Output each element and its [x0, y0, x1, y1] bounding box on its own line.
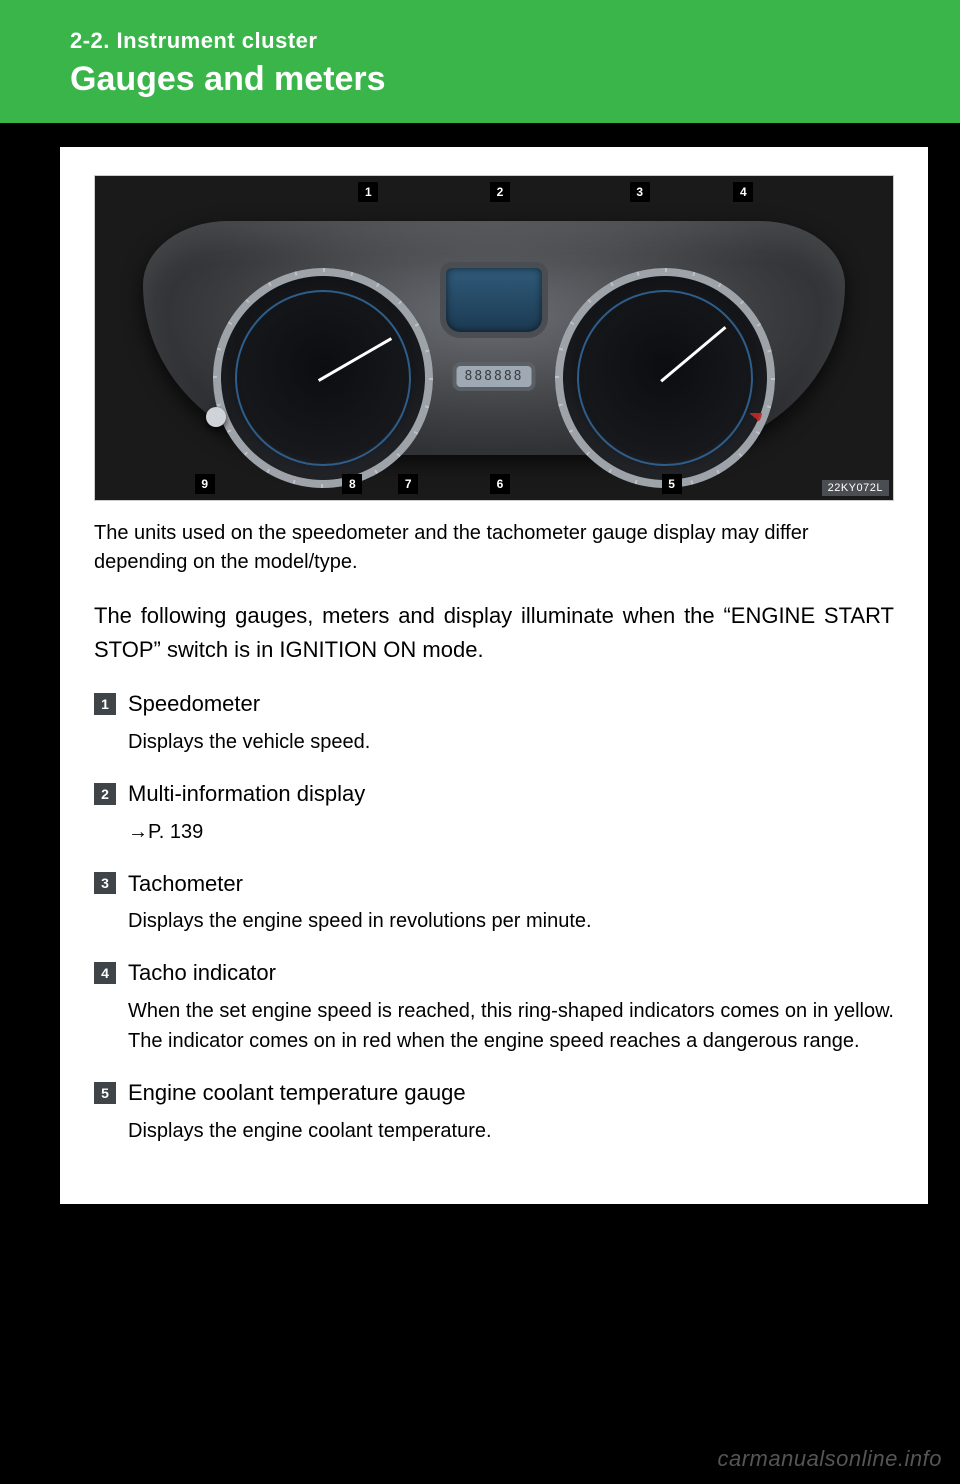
- callout-9: 9: [195, 472, 215, 494]
- callout-1: 1: [358, 182, 378, 204]
- callout-tag: 4: [733, 182, 753, 202]
- multi-info-display-screen: [446, 268, 542, 332]
- item-title: Multi-information display: [128, 779, 365, 809]
- callout-2: 2: [490, 182, 510, 204]
- section-title: Gauges and meters: [70, 60, 920, 99]
- figure-code: 22KY072L: [822, 480, 889, 496]
- item-desc: Displays the engine speed in revolutions…: [128, 906, 894, 936]
- tachometer-gauge: [555, 268, 775, 488]
- item-desc: When the set engine speed is reached, th…: [128, 996, 894, 1056]
- odometer-readout: 888888: [457, 366, 532, 387]
- item-title: Engine coolant temperature gauge: [128, 1078, 466, 1108]
- header-band: 2-2. Instrument cluster Gauges and meter…: [0, 0, 960, 123]
- trip-reset-knob: [206, 407, 226, 427]
- items-list: 1 Speedometer Displays the vehicle speed.…: [94, 689, 894, 1145]
- callout-tag: 6: [490, 474, 510, 494]
- section-label: 2-2. Instrument cluster: [70, 28, 920, 54]
- number-badge: 2: [94, 783, 116, 805]
- item-5: 5 Engine coolant temperature gauge Displa…: [94, 1078, 894, 1146]
- figure-note: The units used on the speedometer and th…: [94, 519, 894, 577]
- callout-tag: 9: [195, 474, 215, 494]
- content-card: 888888 1 2 3 4 9 8 7 6 5 22KY072L The un…: [60, 147, 928, 1204]
- item-desc: Displays the vehicle speed.: [128, 727, 894, 757]
- instrument-cluster-figure: 888888 1 2 3 4 9 8 7 6 5 22KY072L: [94, 175, 894, 501]
- cluster-hood: 888888: [143, 221, 845, 454]
- watermark: carmanualsonline.info: [717, 1446, 942, 1472]
- callout-3: 3: [630, 182, 650, 204]
- tacho-redline: [736, 400, 762, 426]
- callout-4: 4: [733, 182, 753, 204]
- number-badge: 3: [94, 872, 116, 894]
- item-3: 3 Tachometer Displays the engine speed in…: [94, 869, 894, 937]
- callout-tag: 1: [358, 182, 378, 202]
- item-title: Tachometer: [128, 869, 243, 899]
- number-badge: 1: [94, 693, 116, 715]
- item-title: Tacho indicator: [128, 958, 276, 988]
- callout-tag: 3: [630, 182, 650, 202]
- item-2: 2 Multi-information display →P. 139: [94, 779, 894, 847]
- item-desc: Displays the engine coolant temperature.: [128, 1116, 894, 1146]
- number-badge: 5: [94, 1082, 116, 1104]
- callout-7: 7: [398, 472, 418, 494]
- intro-text: The following gauges, meters and display…: [94, 599, 894, 667]
- callout-tag: 2: [490, 182, 510, 202]
- item-4: 4 Tacho indicator When the set engine spe…: [94, 958, 894, 1056]
- item-title: Speedometer: [128, 689, 260, 719]
- speedometer-gauge: [213, 268, 433, 488]
- item-desc: →P. 139: [128, 817, 894, 847]
- item-1: 1 Speedometer Displays the vehicle speed.: [94, 689, 894, 757]
- number-badge: 4: [94, 962, 116, 984]
- callout-6: 6: [490, 472, 510, 494]
- callout-tag: 7: [398, 474, 418, 494]
